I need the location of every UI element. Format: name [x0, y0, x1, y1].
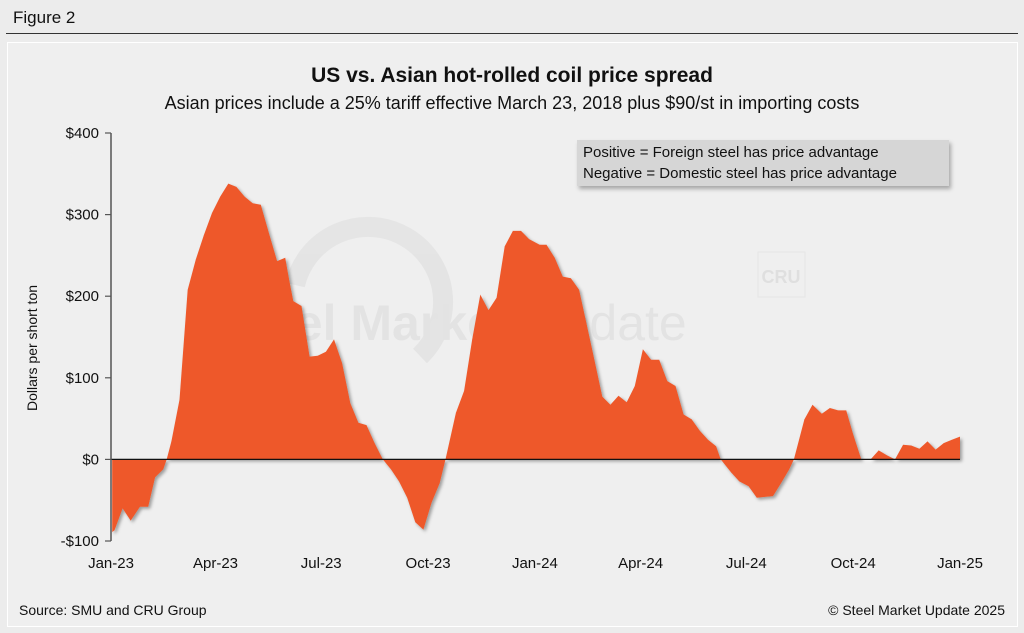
x-tick-label: Apr-24 [618, 555, 663, 572]
y-tick-label: $200 [66, 288, 99, 305]
x-tick-label: Oct-23 [406, 555, 451, 572]
x-tick-label: Jul-24 [726, 555, 767, 572]
y-tick-label: $0 [82, 451, 99, 468]
legend-note: Positive = Foreign steel has price advan… [577, 140, 949, 186]
spread-area [112, 183, 960, 532]
copyright-note: © Steel Market Update 2025 [828, 602, 1005, 618]
chart-subtitle: Asian prices include a 25% tariff effect… [164, 93, 860, 113]
figure-label: Figure 2 [13, 8, 76, 27]
x-tick-label: Jan-25 [937, 555, 983, 572]
source-note: Source: SMU and CRU Group [19, 602, 207, 618]
cru-logo [757, 251, 806, 298]
cru-logo-text: CRU [762, 267, 801, 287]
y-axis-label: Dollars per short ton [24, 284, 40, 412]
y-tick-label: $400 [66, 125, 99, 142]
y-tick-label: $100 [66, 370, 99, 387]
watermark-swoosh [285, 216, 454, 364]
x-tick-label: Apr-23 [193, 555, 238, 572]
y-tick-label: $300 [66, 207, 99, 224]
x-tick-label: Oct-24 [831, 555, 876, 572]
y-tick-label: -$100 [61, 533, 99, 550]
x-tick-label: Jul-23 [301, 555, 342, 572]
chart-title: US vs. Asian hot-rolled coil price sprea… [311, 64, 713, 87]
figure-divider [6, 33, 1018, 34]
legend-negative: Negative = Domestic steel has price adva… [583, 165, 897, 182]
x-tick-label: Jan-23 [88, 555, 134, 572]
legend-positive: Positive = Foreign steel has price advan… [583, 144, 879, 161]
x-tick-label: Jan-24 [512, 555, 558, 572]
